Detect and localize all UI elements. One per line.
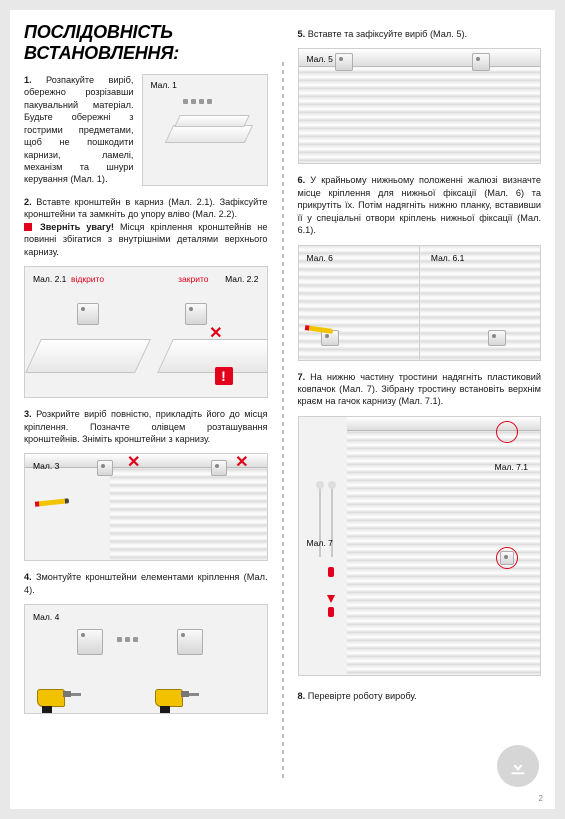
- step-1-num: 1.: [24, 75, 32, 85]
- figure-6-label: Мал. 6: [305, 252, 335, 264]
- figure-3-label: Мал. 3: [31, 460, 61, 472]
- figure-4: Мал. 4: [24, 604, 268, 714]
- step-6-text: У крайньому нижньому положенні жалюзі ви…: [298, 175, 542, 235]
- figure-5-label: Мал. 5: [305, 53, 335, 65]
- left-column: ПОСЛІДОВНІСТЬ ВСТАНОВЛЕННЯ: 1. Розпакуйт…: [24, 22, 282, 791]
- figure-1: Мал. 1: [142, 74, 268, 186]
- figure-3: Мал. 3 ✕ ✕: [24, 453, 268, 561]
- arrow-icon: [327, 595, 335, 603]
- figure-1-label: Мал. 1: [149, 79, 179, 91]
- alert-icon: !: [215, 367, 233, 385]
- step-6-num: 6.: [298, 175, 306, 185]
- step-2-num: 2.: [24, 197, 32, 207]
- page-title: ПОСЛІДОВНІСТЬ ВСТАНОВЛЕННЯ:: [24, 22, 268, 64]
- step-1-text: Розпакуйте виріб, обережно розрізавши па…: [24, 75, 134, 184]
- step-4: 4. Змонтуйте кронштейни елементами кріпл…: [24, 571, 268, 596]
- step-8-num: 8.: [298, 691, 306, 701]
- figure-2: Мал. 2.1 відкрито закрито Мал. 2.2 ✕ !: [24, 266, 268, 398]
- step-8: 8. Перевірте роботу виробу.: [298, 690, 542, 702]
- warning-icon: [24, 223, 32, 231]
- step-3-num: 3.: [24, 409, 32, 419]
- right-column: 5. Вставте та зафіксуйте виріб (Мал. 5).…: [284, 22, 542, 791]
- step-4-text: Змонтуйте кронштейни елементами кріпленн…: [24, 572, 268, 594]
- figure-7-label: Мал. 7: [305, 537, 335, 549]
- warning-label: Зверніть увагу!: [40, 222, 114, 232]
- figure-4-label: Мал. 4: [31, 611, 61, 623]
- step-2: 2. Вставте кронштейн в карниз (Мал. 2.1)…: [24, 196, 268, 258]
- figure-7-1-label: Мал. 7.1: [493, 461, 530, 473]
- figure-6-1-label: Мал. 6.1: [429, 252, 466, 264]
- step-3: 3. Розкрийте виріб повністю, прикладіть …: [24, 408, 268, 445]
- step-5-num: 5.: [298, 29, 306, 39]
- step-6: 6. У крайньому нижньому положенні жалюзі…: [298, 174, 542, 236]
- closed-label: закрито: [176, 273, 210, 285]
- x-mark-icon: ✕: [209, 323, 222, 343]
- open-label: відкрито: [69, 273, 106, 285]
- step-7-num: 7.: [298, 372, 306, 382]
- pencil-icon: [35, 499, 69, 508]
- figure-2-1-label: Мал. 2.1: [31, 273, 68, 285]
- step1-row: 1. Розпакуйте виріб, обережно розрізавши…: [24, 74, 268, 196]
- figure-5: Мал. 5: [298, 48, 542, 164]
- download-icon[interactable]: [497, 745, 539, 787]
- x-mark-icon: ✕: [235, 453, 248, 472]
- figure-2-2-label: Мал. 2.2: [223, 273, 260, 285]
- detail-circle-icon: [496, 421, 518, 443]
- step-5-text: Вставте та зафіксуйте виріб (Мал. 5).: [308, 29, 467, 39]
- x-mark-icon: ✕: [127, 453, 140, 472]
- figure-7: Мал. 7 Мал. 7.1: [298, 416, 542, 676]
- instruction-page: ПОСЛІДОВНІСТЬ ВСТАНОВЛЕННЯ: 1. Розпакуйт…: [10, 10, 555, 809]
- step-4-num: 4.: [24, 572, 32, 582]
- figure-6: Мал. 6 Мал. 6.1: [298, 245, 542, 361]
- step-8-text: Перевірте роботу виробу.: [308, 691, 417, 701]
- drill-icon: [155, 671, 199, 707]
- drill-icon: [37, 671, 81, 707]
- step-1: 1. Розпакуйте виріб, обережно розрізавши…: [24, 74, 134, 188]
- step-2-text: Вставте кронштейн в карниз (Мал. 2.1). З…: [24, 197, 267, 219]
- step-5: 5. Вставте та зафіксуйте виріб (Мал. 5).: [298, 28, 542, 40]
- step-3-text: Розкрийте виріб повністю, прикладіть йог…: [24, 409, 268, 444]
- step-7: 7. На нижню частину тростини надягніть п…: [298, 371, 542, 408]
- step-7-text: На нижню частину тростини надягніть плас…: [298, 372, 542, 407]
